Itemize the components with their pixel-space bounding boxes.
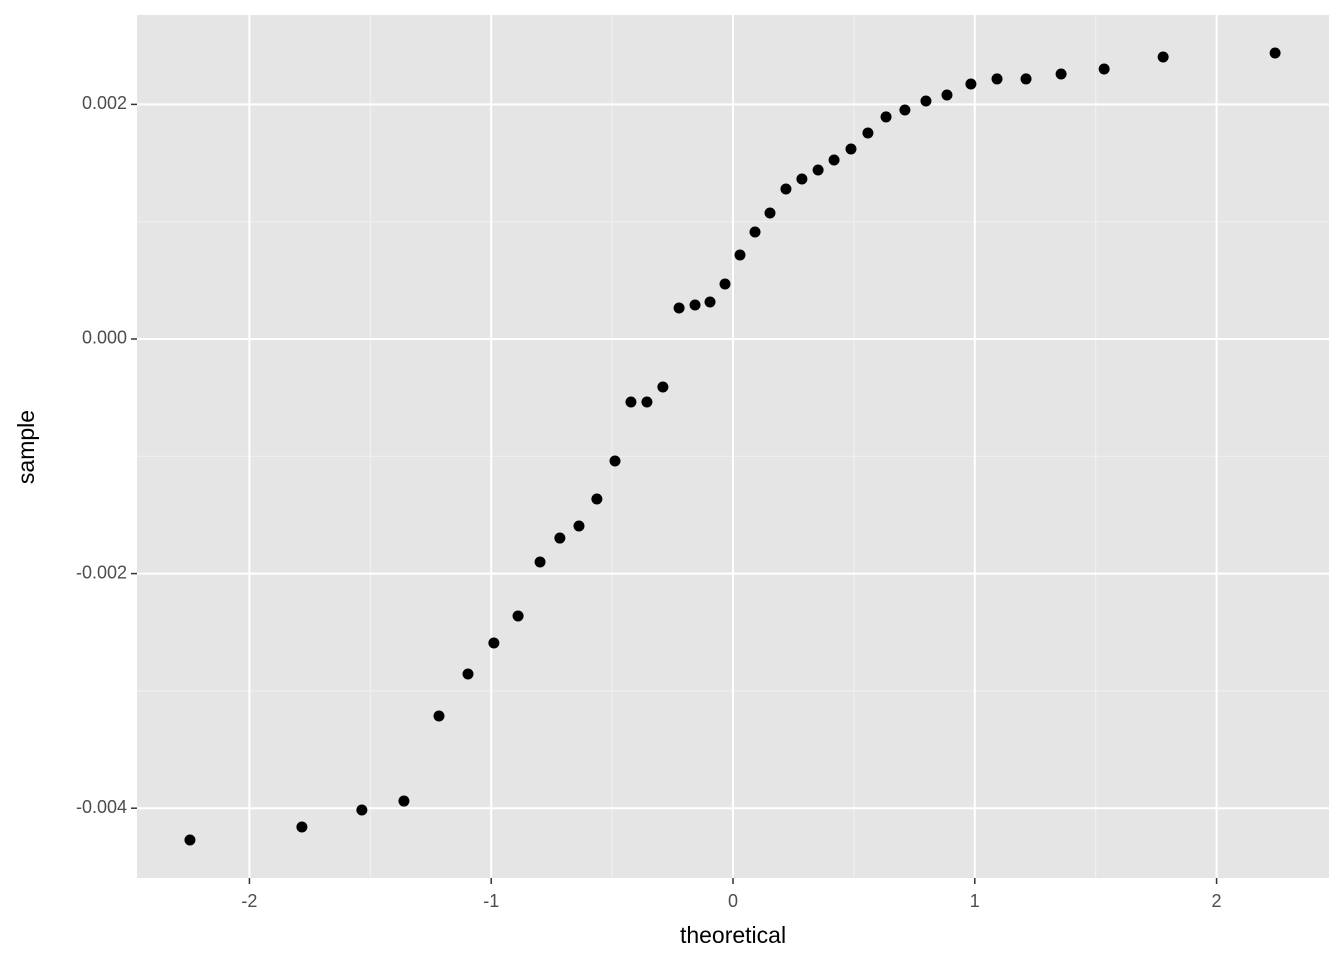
x-tick-label: -1: [483, 891, 499, 911]
point: [764, 207, 776, 219]
point: [488, 637, 500, 649]
point: [1157, 51, 1169, 63]
point: [920, 95, 932, 107]
point: [641, 396, 653, 408]
point: [796, 173, 808, 185]
point: [899, 104, 911, 116]
point: [880, 111, 892, 123]
point: [512, 610, 524, 622]
point: [1020, 73, 1032, 85]
point: [1098, 63, 1110, 75]
point: [554, 532, 566, 544]
point: [749, 226, 761, 238]
point: [356, 804, 368, 816]
x-tick-label: 2: [1212, 891, 1222, 911]
point: [862, 127, 874, 139]
y-tick-label: 0.002: [82, 93, 127, 113]
point: [941, 89, 953, 101]
y-axis-title: sample: [13, 410, 39, 484]
point: [991, 73, 1003, 85]
point: [734, 249, 746, 261]
x-tick-label: 1: [970, 891, 980, 911]
point: [609, 455, 621, 467]
point: [812, 164, 824, 176]
point: [1055, 68, 1067, 80]
point: [462, 668, 474, 680]
y-tick-label: 0.000: [82, 328, 127, 348]
point: [780, 183, 792, 195]
point: [719, 278, 731, 290]
point: [184, 834, 196, 846]
point: [657, 381, 669, 393]
y-tick-label: -0.002: [76, 562, 127, 582]
point: [965, 78, 977, 90]
x-axis-title: theoretical: [680, 922, 786, 948]
point: [704, 296, 716, 308]
point: [625, 396, 637, 408]
point: [1269, 47, 1281, 59]
y-tick-label: -0.004: [76, 797, 127, 817]
point: [398, 795, 410, 807]
point: [828, 154, 840, 166]
x-tick-label: -2: [241, 891, 257, 911]
point: [433, 710, 445, 722]
point: [845, 143, 857, 155]
point: [591, 493, 603, 505]
point: [534, 556, 546, 568]
point: [573, 520, 585, 532]
point: [673, 302, 685, 314]
x-tick-label: 0: [728, 891, 738, 911]
point: [689, 299, 701, 311]
point: [296, 821, 308, 833]
